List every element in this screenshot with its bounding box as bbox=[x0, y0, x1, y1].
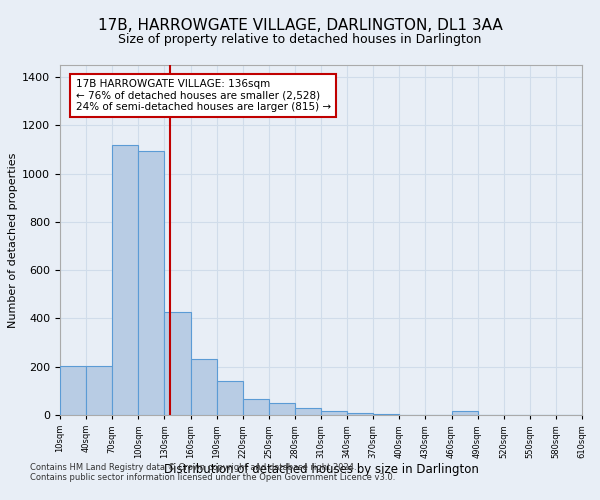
Bar bbox=[191, 360, 217, 415]
Text: Size of property relative to detached houses in Darlington: Size of property relative to detached ho… bbox=[118, 32, 482, 46]
Bar bbox=[321, 410, 347, 415]
Bar bbox=[112, 144, 139, 415]
Text: 17B HARROWGATE VILLAGE: 136sqm
← 76% of detached houses are smaller (2,528)
24% : 17B HARROWGATE VILLAGE: 136sqm ← 76% of … bbox=[76, 79, 331, 112]
Text: Contains HM Land Registry data © Crown copyright and database right 2024.: Contains HM Land Registry data © Crown c… bbox=[30, 463, 356, 472]
Bar bbox=[452, 410, 478, 415]
Bar bbox=[295, 408, 321, 415]
Bar bbox=[269, 404, 295, 415]
Bar bbox=[60, 366, 86, 415]
Bar bbox=[217, 381, 243, 415]
Bar bbox=[243, 400, 269, 415]
Text: Contains public sector information licensed under the Open Government Licence v3: Contains public sector information licen… bbox=[30, 473, 395, 482]
Text: 17B, HARROWGATE VILLAGE, DARLINGTON, DL1 3AA: 17B, HARROWGATE VILLAGE, DARLINGTON, DL1… bbox=[98, 18, 502, 32]
Y-axis label: Number of detached properties: Number of detached properties bbox=[8, 152, 18, 328]
X-axis label: Distribution of detached houses by size in Darlington: Distribution of detached houses by size … bbox=[164, 464, 478, 476]
Bar bbox=[139, 150, 164, 415]
Bar bbox=[373, 414, 400, 415]
Bar bbox=[164, 312, 191, 415]
Bar bbox=[347, 412, 373, 415]
Bar bbox=[86, 366, 112, 415]
